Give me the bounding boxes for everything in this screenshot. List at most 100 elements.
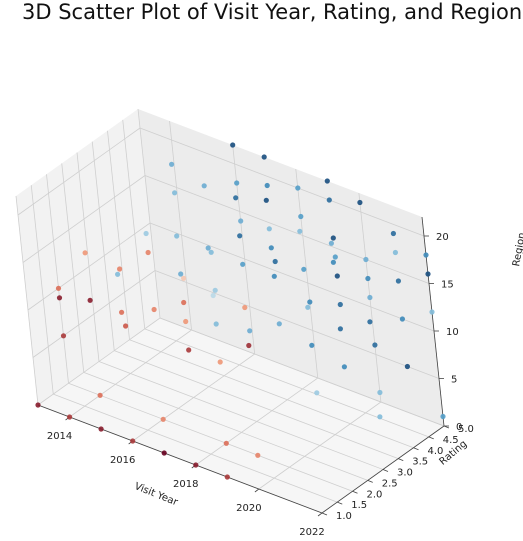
data-points: [35, 142, 446, 480]
data-point: [174, 233, 180, 239]
grid-line-y-floor: [114, 350, 399, 459]
grid-line-z-side: [37, 317, 161, 406]
data-point: [295, 185, 301, 191]
y-tick-label: 2.0: [367, 489, 383, 500]
data-point: [98, 426, 104, 432]
y-tick-label: 3.5: [412, 457, 428, 468]
y-tick-label: 2.5: [382, 478, 398, 489]
data-point: [367, 294, 373, 301]
data-point: [377, 414, 383, 420]
data-point: [60, 333, 67, 339]
grid-line-y-floor: [53, 393, 338, 503]
y-tick-label: 5.0: [458, 424, 474, 435]
grid-line-z-back: [139, 127, 425, 237]
grid-line-y-floor: [98, 361, 384, 470]
data-point: [367, 319, 373, 325]
back-pane: [138, 109, 444, 426]
data-point: [205, 245, 211, 251]
data-point: [201, 183, 207, 189]
data-point: [234, 180, 240, 186]
x-tick-label: 2022: [299, 527, 324, 538]
x-tick-mark: [317, 512, 323, 517]
y-tick-mark: [321, 512, 328, 516]
data-point: [143, 230, 149, 237]
data-point: [238, 218, 244, 224]
data-point: [151, 306, 157, 313]
data-point: [326, 197, 332, 203]
data-point: [330, 259, 336, 265]
grid-line-y-side: [46, 174, 69, 384]
grid-line-z-back: [159, 317, 445, 427]
data-point: [399, 316, 405, 322]
data-point: [183, 318, 189, 325]
data-point: [266, 226, 272, 232]
data-point: [213, 321, 219, 327]
x-tick-mark: [254, 488, 260, 493]
data-point: [117, 266, 123, 272]
x-tick-label: 2016: [110, 455, 135, 466]
data-point: [67, 414, 73, 420]
data-point: [268, 245, 274, 251]
data-point: [56, 295, 63, 301]
data-point: [271, 273, 277, 279]
grid-line-z-side: [22, 175, 146, 263]
data-point: [123, 323, 129, 329]
axis-panes: [16, 109, 444, 513]
data-point: [97, 392, 103, 398]
data-point: [314, 390, 320, 396]
data-point: [160, 416, 166, 422]
data-point: [392, 249, 398, 256]
data-point: [423, 252, 429, 258]
grid-line-y-floor: [83, 372, 368, 481]
data-point: [404, 363, 410, 370]
y-tick-mark: [367, 480, 373, 483]
data-point: [372, 342, 378, 348]
grid-line-x-back: [169, 120, 192, 331]
grid-line-y-side: [107, 130, 130, 340]
grid-line-z-side: [27, 222, 151, 311]
grid-line-y-side: [122, 119, 146, 329]
grid-line-z-back: [149, 222, 435, 332]
tick-labels: 201420162018202020221.01.52.02.53.03.54.…: [47, 232, 474, 538]
data-point: [193, 462, 199, 468]
data-point: [363, 256, 369, 263]
y-tick-label: 4.5: [443, 435, 459, 446]
data-point: [130, 438, 136, 444]
data-point: [337, 326, 343, 332]
data-point: [119, 309, 125, 315]
data-point: [328, 240, 334, 246]
grid-line-z-side: [17, 127, 141, 216]
chart-title: 3D Scatter Plot of Visit Year, Rating, a…: [22, 0, 523, 24]
data-point: [332, 254, 338, 260]
grid-line-y-floor: [68, 382, 353, 492]
data-point: [337, 301, 343, 308]
y-tick-mark: [382, 469, 389, 472]
data-point: [247, 328, 253, 334]
grid-line-z-back: [144, 175, 430, 284]
data-point: [246, 342, 252, 349]
grid-line-x-back: [295, 168, 319, 379]
data-point: [276, 321, 282, 327]
data-point: [55, 285, 62, 291]
x-tick-label: 2018: [173, 479, 198, 490]
data-point: [440, 413, 446, 420]
data-point: [208, 249, 214, 255]
data-point: [297, 228, 303, 234]
y-tick-label: 4.0: [428, 446, 444, 457]
data-point: [87, 297, 93, 303]
y-tick-mark: [398, 458, 404, 461]
z-tick-label: 10: [446, 327, 459, 338]
data-point: [186, 347, 192, 353]
data-point: [301, 266, 307, 272]
data-point: [82, 250, 88, 256]
grid-line-y-side: [137, 108, 161, 319]
data-point: [255, 452, 261, 458]
data-point: [263, 197, 269, 203]
data-point: [217, 359, 223, 365]
data-point: [223, 440, 229, 446]
grid-line-y-side: [30, 185, 54, 395]
y-tick-mark: [352, 490, 358, 494]
data-point: [305, 304, 311, 310]
grid-line-y-side: [61, 163, 85, 373]
grid-line-x-back: [232, 144, 256, 355]
